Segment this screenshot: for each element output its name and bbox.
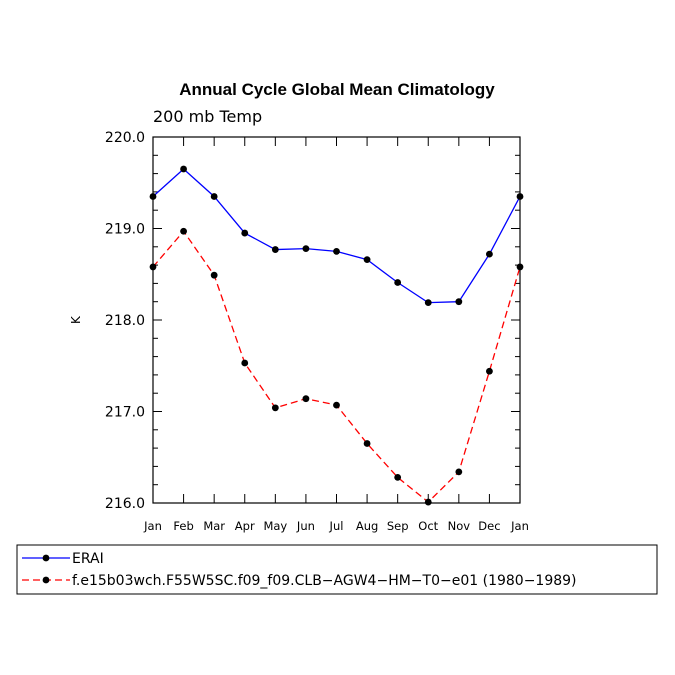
data-point [333,247,340,255]
legend [16,544,658,595]
data-point [486,367,493,375]
series-line [152,230,521,503]
legend-marker [42,576,50,584]
data-point [363,256,371,264]
legend-marker [42,554,50,562]
data-point [424,498,432,506]
data-point [149,263,157,271]
data-point [455,468,463,476]
x-tick-label: Mar [203,519,225,533]
x-tick-label: Aug [356,519,378,533]
data-point [394,473,402,481]
x-tick-label: May [263,519,287,533]
legend-items: ERAI f.e15b03wch.F55W5SC.f09_f09.CLB−AGW4… [22,551,577,589]
x-tick-label: Jun [296,519,315,533]
data-point [394,279,402,286]
x-tick-label: Jan [143,519,162,533]
data-point [455,298,463,306]
x-tick-label: Jul [329,519,344,533]
y-tick-label: 216.0 [105,496,145,512]
series-line [152,168,521,304]
data-point [241,229,249,237]
series-layer [149,165,524,506]
data-point [363,440,371,447]
data-point [180,165,187,173]
data-point [516,263,524,271]
y-tick-label: 219.0 [105,222,145,238]
data-point [210,193,218,200]
data-point [180,227,187,235]
data-point [271,246,279,253]
chart-title: Annual Cycle Global Mean Climatology [179,80,495,99]
x-tick-label: Jan [510,519,529,533]
x-tick-label: Nov [448,519,471,533]
data-point [302,395,310,403]
x-tick-label: Dec [478,519,500,533]
data-point [516,193,524,200]
data-point [149,193,157,200]
data-point [241,359,249,367]
x-tick-label: Sep [387,519,409,533]
x-tick-label: Feb [173,519,193,533]
axis-ticks: 216.0 217.0 218.0 219.0 220.0 Jan Feb Mar Apr May… [105,130,529,533]
y-tick-label: 220.0 [105,130,145,146]
data-point [271,404,279,412]
data-point [424,299,432,307]
y-tick-label: 217.0 [105,405,145,421]
legend-label: f.e15b03wch.F55W5SC.f09_f09.CLB−AGW4−HM−… [72,573,577,589]
data-point [486,250,493,258]
chart-subtitle: 200 mb Temp [153,107,262,126]
legend-label: ERAI [72,551,104,567]
plot-area [152,136,521,504]
data-point [333,401,340,409]
x-tick-label: Oct [418,519,438,533]
y-axis-label: K [69,315,83,324]
data-point [302,245,310,253]
x-tick-label: Apr [235,519,255,533]
data-point [210,271,218,279]
y-tick-label: 218.0 [105,313,145,329]
